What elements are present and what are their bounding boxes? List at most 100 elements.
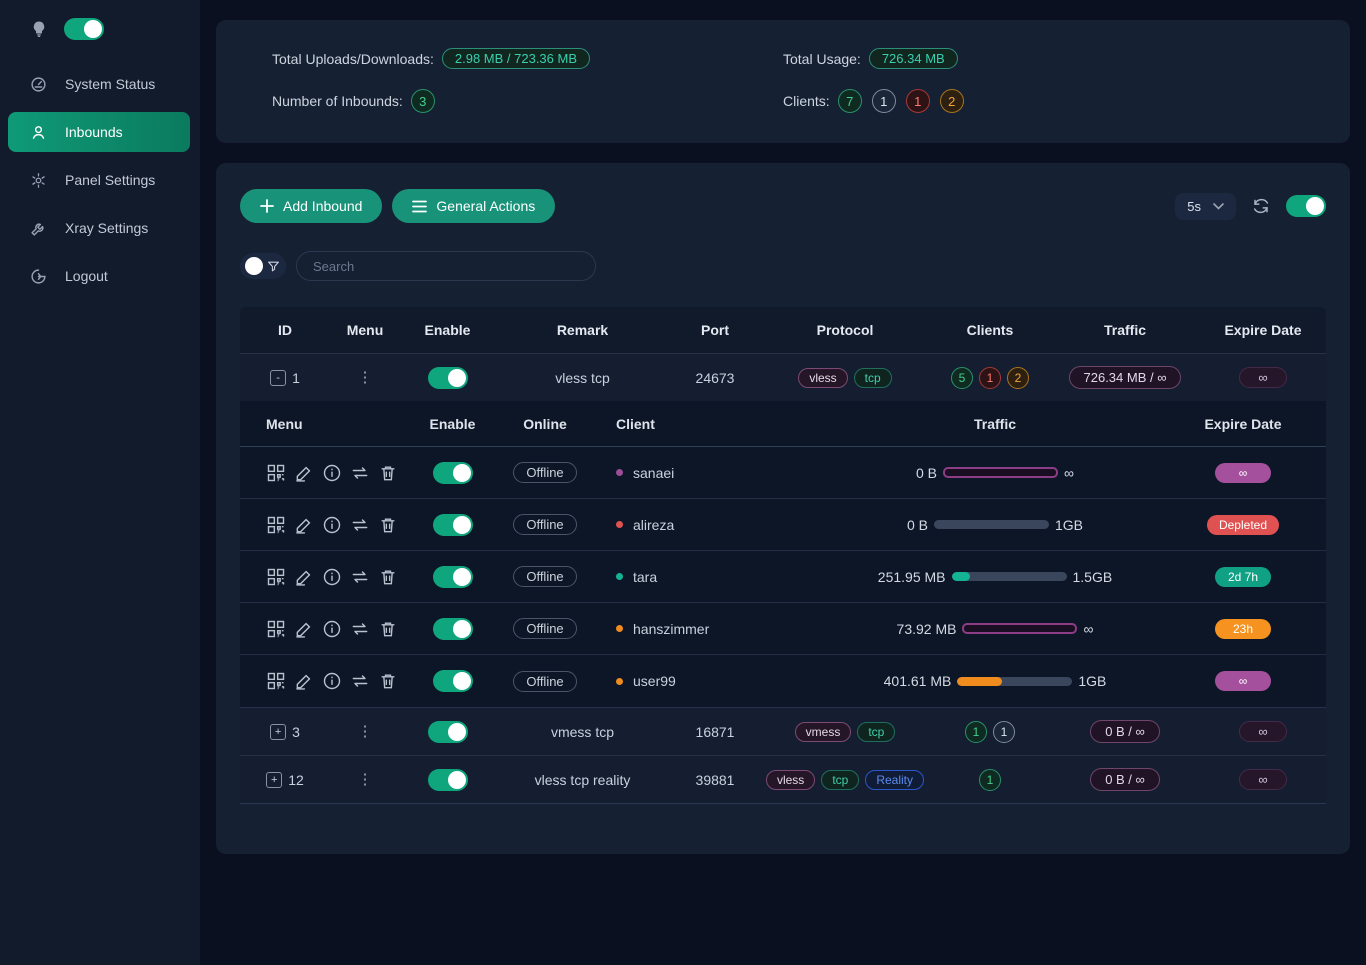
qrcode-icon[interactable]: [266, 463, 286, 483]
search-row: [240, 251, 1326, 281]
chevron-down-icon: [1213, 202, 1224, 210]
row-menu-button[interactable]: ⋮: [357, 771, 373, 788]
qrcode-icon[interactable]: [266, 515, 286, 535]
gear-icon: [30, 172, 47, 189]
refresh-icon[interactable]: [1252, 197, 1270, 215]
inbound-port: 24673: [695, 369, 735, 386]
delete-icon[interactable]: [378, 619, 398, 639]
inbound-clients-cell: 1: [930, 768, 1050, 791]
client-color-dot: [616, 521, 623, 528]
logout-icon: [30, 268, 47, 285]
qrcode-icon[interactable]: [266, 619, 286, 639]
sidebar-item-xray-settings[interactable]: Xray Settings: [0, 208, 190, 248]
sidebar-item-label: Panel Settings: [65, 172, 156, 188]
qrcode-icon[interactable]: [266, 671, 286, 691]
inbound-enable-toggle[interactable]: [427, 720, 468, 743]
clients-label: Clients:: [783, 93, 830, 109]
edit-icon[interactable]: [294, 671, 314, 691]
client-enable-cell: [405, 617, 500, 640]
refresh-interval-select[interactable]: 5s: [1175, 192, 1236, 220]
info-icon[interactable]: [322, 515, 342, 535]
inbound-enable-cell: [400, 768, 495, 791]
inbound-protocol-cell: vless tcp Reality: [760, 769, 930, 790]
inbound-id-cell: +3: [240, 723, 330, 740]
sidebar-item-panel-settings[interactable]: Panel Settings: [0, 160, 190, 200]
client-enable-toggle[interactable]: [432, 617, 473, 640]
sidebar: System Status Inbounds Panel Settings Xray …: [0, 0, 200, 965]
client-name: user99: [633, 673, 676, 689]
client-traffic: 73.92 MB ∞: [897, 621, 1094, 637]
number-of-inbounds-label: Number of Inbounds:: [272, 93, 403, 109]
client-name: alireza: [633, 516, 675, 533]
client-traffic: 0 B ∞: [916, 465, 1074, 481]
reset-traffic-icon[interactable]: [350, 671, 370, 691]
inbound-traffic-cell: 0 B / ∞: [1050, 720, 1200, 743]
reset-traffic-icon[interactable]: [350, 619, 370, 639]
client-traffic-cell: 401.61 MB 1GB: [830, 673, 1160, 689]
column-header: Traffic: [1103, 322, 1146, 338]
column-header: Client: [616, 415, 655, 432]
add-inbound-button[interactable]: Add Inbound: [240, 189, 383, 223]
filter-toggle[interactable]: [240, 253, 286, 279]
client-expire-cell: ∞: [1160, 671, 1326, 691]
row-menu-button[interactable]: ⋮: [357, 369, 373, 386]
inbound-enable-toggle[interactable]: [427, 366, 468, 389]
client-enable-cell: [405, 513, 500, 536]
auto-refresh-toggle[interactable]: [1286, 195, 1326, 217]
general-actions-button[interactable]: General Actions: [392, 189, 556, 223]
delete-icon[interactable]: [378, 515, 398, 535]
reset-traffic-icon[interactable]: [350, 567, 370, 587]
sidebar-item-logout[interactable]: Logout: [0, 256, 190, 296]
traffic-limit: 1GB: [1078, 673, 1107, 689]
delete-icon[interactable]: [378, 463, 398, 483]
traffic-used: 0 B: [906, 516, 928, 533]
client-expire-badge: Depleted: [1206, 514, 1280, 535]
info-icon[interactable]: [322, 619, 342, 639]
total-uploads-value: 2.98 MB / 723.36 MB: [441, 48, 590, 69]
delete-icon[interactable]: [378, 671, 398, 691]
inbound-expire-cell: ∞: [1200, 367, 1326, 388]
column-header: Menu: [346, 322, 384, 338]
client-enable-toggle[interactable]: [432, 461, 473, 484]
row-menu-button[interactable]: ⋮: [357, 723, 373, 740]
expand-row-button[interactable]: +: [270, 723, 287, 740]
traffic-progress-fill: [957, 676, 1003, 686]
column-header: Menu: [266, 415, 303, 432]
client-enable-toggle[interactable]: [432, 513, 473, 536]
client-row: Offline sanaei 0 B ∞ ∞: [240, 447, 1326, 499]
expand-row-button[interactable]: +: [266, 771, 283, 788]
sidebar-item-label: Inbounds: [65, 124, 123, 140]
qrcode-icon[interactable]: [266, 567, 286, 587]
theme-toggle[interactable]: [64, 18, 104, 40]
client-name-cell: tara: [590, 569, 830, 585]
inbound-id: 1: [292, 369, 300, 386]
delete-icon[interactable]: [378, 567, 398, 587]
client-online-cell: Offline: [500, 566, 590, 587]
sidebar-item-system-status[interactable]: System Status: [0, 64, 190, 104]
reset-traffic-icon[interactable]: [350, 515, 370, 535]
column-header: Online: [523, 415, 567, 432]
client-enable-toggle[interactable]: [432, 670, 473, 692]
edit-icon[interactable]: [294, 463, 314, 483]
client-actions-cell: [240, 567, 405, 587]
expand-row-button[interactable]: -: [270, 369, 287, 386]
inbound-enable-toggle[interactable]: [427, 768, 468, 791]
client-actions-cell: [240, 671, 405, 691]
edit-icon[interactable]: [294, 515, 314, 535]
column-header: Remark: [556, 322, 609, 338]
info-icon[interactable]: [322, 567, 342, 587]
reset-traffic-icon[interactable]: [350, 463, 370, 483]
inbound-id-cell: -1: [240, 369, 330, 386]
search-input[interactable]: [296, 251, 596, 281]
edit-icon[interactable]: [294, 567, 314, 587]
info-icon[interactable]: [322, 463, 342, 483]
column-header: Expire Date: [1224, 322, 1302, 338]
sidebar-item-inbounds[interactable]: Inbounds: [8, 112, 190, 152]
client-color-dot: [616, 573, 623, 580]
column-header: Traffic: [973, 415, 1016, 432]
edit-icon[interactable]: [294, 619, 314, 639]
info-icon[interactable]: [322, 671, 342, 691]
client-enable-toggle[interactable]: [432, 565, 473, 588]
